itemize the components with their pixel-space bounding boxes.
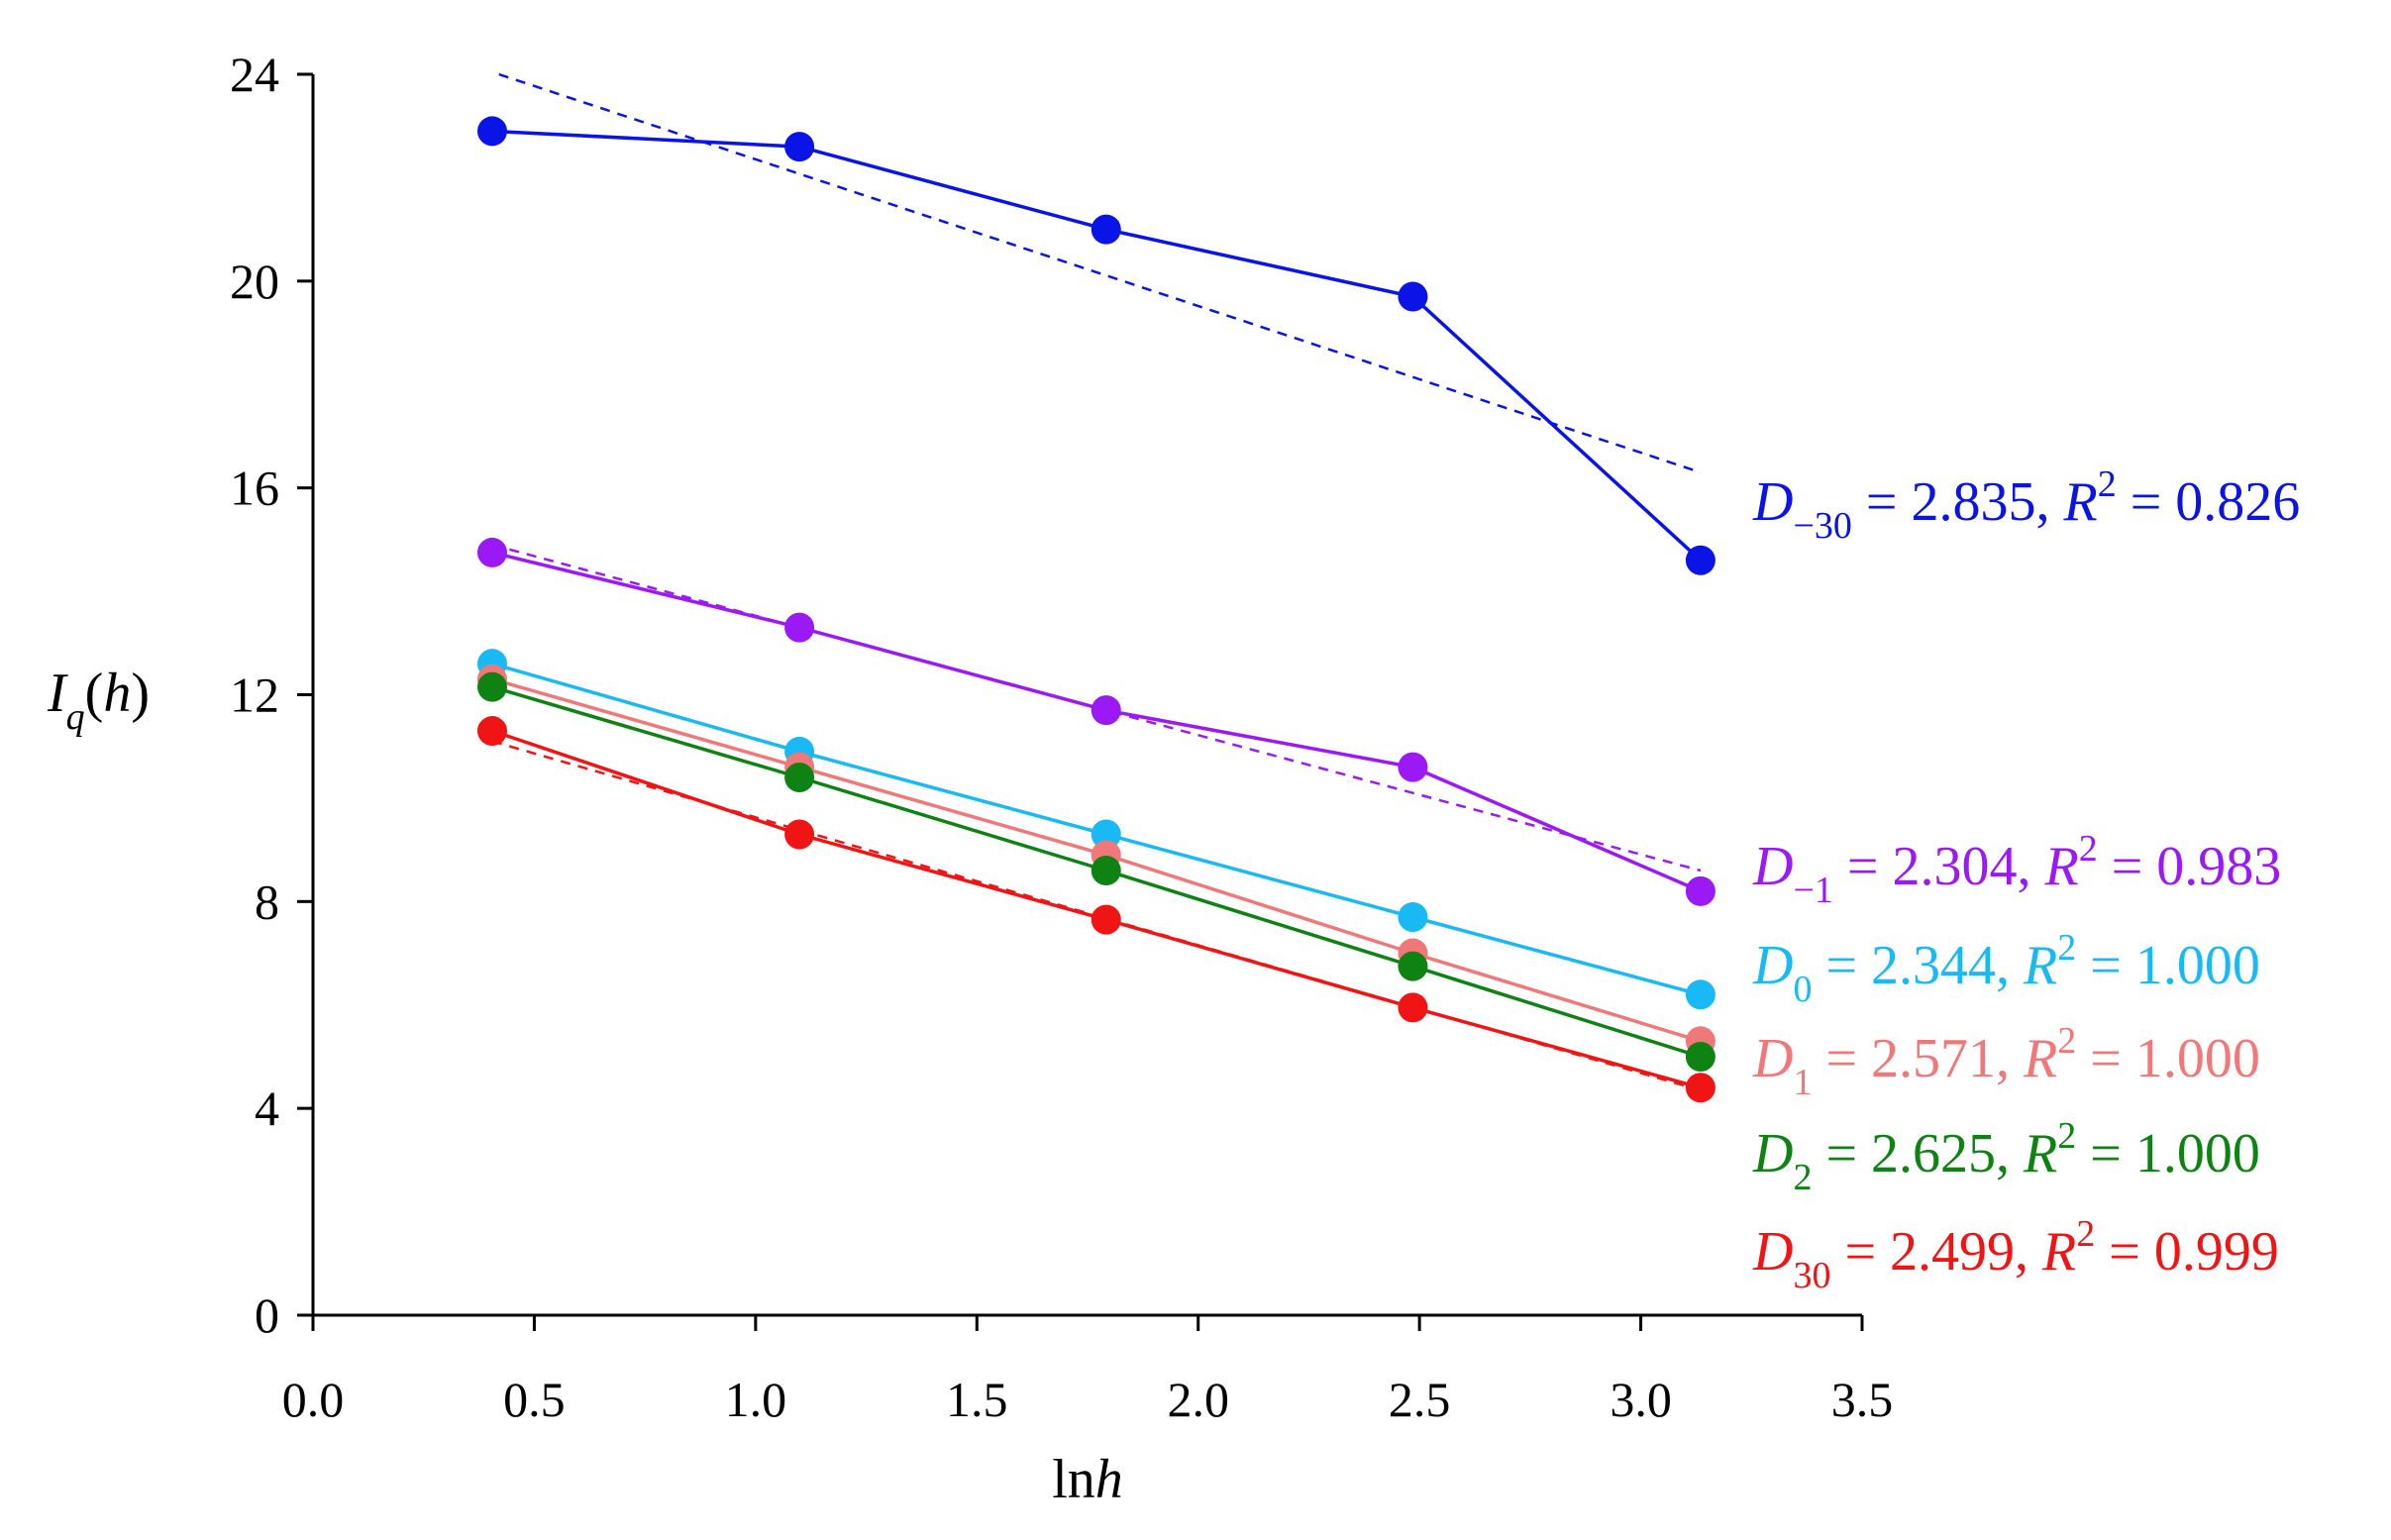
y-tick-label: 8 bbox=[255, 873, 279, 929]
label-R: R bbox=[2041, 1221, 2076, 1283]
label-D: D bbox=[1752, 935, 1793, 996]
label-R: R bbox=[2062, 471, 2097, 533]
x-tick-label: 2.0 bbox=[1167, 1372, 1229, 1427]
fit-line bbox=[498, 72, 1702, 474]
data-point bbox=[1091, 819, 1121, 850]
data-point bbox=[1685, 545, 1715, 575]
data-point bbox=[1685, 979, 1715, 1010]
label-sub: −1 bbox=[1793, 870, 1832, 911]
x-tick-label: 3.0 bbox=[1610, 1372, 1672, 1427]
label-eq: = 2.499, bbox=[1830, 1221, 2042, 1283]
label-val: = 1.000 bbox=[2076, 1028, 2260, 1089]
label-D: D bbox=[1752, 1221, 1793, 1283]
data-point bbox=[1091, 904, 1121, 935]
series-label: D1 = 2.571, R2 = 1.000 bbox=[1752, 1020, 2260, 1103]
series-label: D0 = 2.344, R2 = 1.000 bbox=[1752, 927, 2260, 1010]
label-sub: 0 bbox=[1793, 969, 1812, 1010]
data-point bbox=[1091, 214, 1121, 245]
y-tick-label: 24 bbox=[230, 47, 279, 102]
data-point bbox=[1685, 1073, 1715, 1103]
x-tick-label: 0.0 bbox=[282, 1372, 345, 1427]
data-point bbox=[1685, 875, 1715, 906]
series-label: D30 = 2.499, R2 = 0.999 bbox=[1752, 1213, 2279, 1296]
data-point bbox=[1398, 901, 1428, 932]
data-point bbox=[1398, 281, 1428, 312]
y-tick-label: 12 bbox=[230, 667, 279, 723]
data-point bbox=[784, 612, 815, 643]
label-sub: 30 bbox=[1793, 1255, 1830, 1296]
label-D: D bbox=[1752, 1123, 1793, 1184]
label-val: = 0.826 bbox=[2117, 471, 2301, 533]
label-val: = 1.000 bbox=[2076, 935, 2260, 996]
label-eq: = 2.835, bbox=[1852, 471, 2064, 533]
data-point bbox=[476, 716, 507, 747]
series-label: D2 = 2.625, R2 = 1.000 bbox=[1752, 1115, 2260, 1198]
y-tick-label: 0 bbox=[255, 1287, 279, 1343]
data-series bbox=[476, 116, 1715, 1103]
series-label: D−30 = 2.835, R2 = 0.826 bbox=[1752, 463, 2300, 547]
label-sub: 2 bbox=[1793, 1157, 1812, 1198]
data-point bbox=[476, 537, 507, 567]
label-D: D bbox=[1752, 1028, 1793, 1089]
label-D: D bbox=[1752, 471, 1793, 533]
x-tick-label: 3.5 bbox=[1831, 1372, 1894, 1427]
label-sup: 2 bbox=[2079, 828, 2098, 870]
label-R: R bbox=[2023, 935, 2057, 996]
data-point bbox=[476, 116, 507, 147]
data-point bbox=[784, 132, 815, 162]
data-point bbox=[1091, 695, 1121, 726]
data-point bbox=[784, 763, 815, 793]
series-line bbox=[491, 129, 1703, 563]
label-sup: 2 bbox=[2057, 1020, 2076, 1062]
y-tick-label: 16 bbox=[230, 461, 279, 516]
x-tick-label: 1.5 bbox=[946, 1372, 1008, 1427]
label-eq: = 2.344, bbox=[1812, 935, 2024, 996]
x-axis-title: lnh bbox=[1052, 1449, 1123, 1510]
label-sup: 2 bbox=[2076, 1213, 2095, 1255]
data-point bbox=[1398, 951, 1428, 981]
y-tick-label: 20 bbox=[230, 254, 279, 309]
label-eq: = 2.304, bbox=[1833, 836, 2045, 897]
x-tick-label: 1.0 bbox=[725, 1372, 787, 1427]
data-point bbox=[784, 819, 815, 850]
label-sup: 2 bbox=[2057, 927, 2076, 969]
label-val: = 1.000 bbox=[2076, 1123, 2260, 1184]
data-point bbox=[1398, 992, 1428, 1023]
data-point bbox=[1398, 752, 1428, 782]
data-point bbox=[476, 671, 507, 702]
y-axis-title: Iq(h) bbox=[47, 663, 150, 738]
label-R: R bbox=[2043, 836, 2078, 897]
y-tick-label: 4 bbox=[255, 1080, 279, 1136]
label-eq: = 2.571, bbox=[1812, 1028, 2024, 1089]
series-label: D−1 = 2.304, R2 = 0.983 bbox=[1752, 828, 2281, 911]
label-val: = 0.983 bbox=[2098, 836, 2282, 897]
label-sub: −30 bbox=[1793, 505, 1851, 547]
label-sub: 1 bbox=[1793, 1062, 1812, 1103]
label-val: = 0.999 bbox=[2095, 1221, 2279, 1283]
data-point bbox=[1091, 856, 1121, 886]
label-eq: = 2.625, bbox=[1812, 1123, 2024, 1184]
label-R: R bbox=[2023, 1028, 2057, 1089]
x-tick-label: 2.5 bbox=[1389, 1372, 1451, 1427]
label-sup: 2 bbox=[2098, 463, 2117, 505]
label-sup: 2 bbox=[2057, 1115, 2076, 1157]
label-R: R bbox=[2023, 1123, 2057, 1184]
label-D: D bbox=[1752, 836, 1793, 897]
x-tick-label: 0.5 bbox=[503, 1372, 566, 1427]
data-point bbox=[1685, 1041, 1715, 1072]
